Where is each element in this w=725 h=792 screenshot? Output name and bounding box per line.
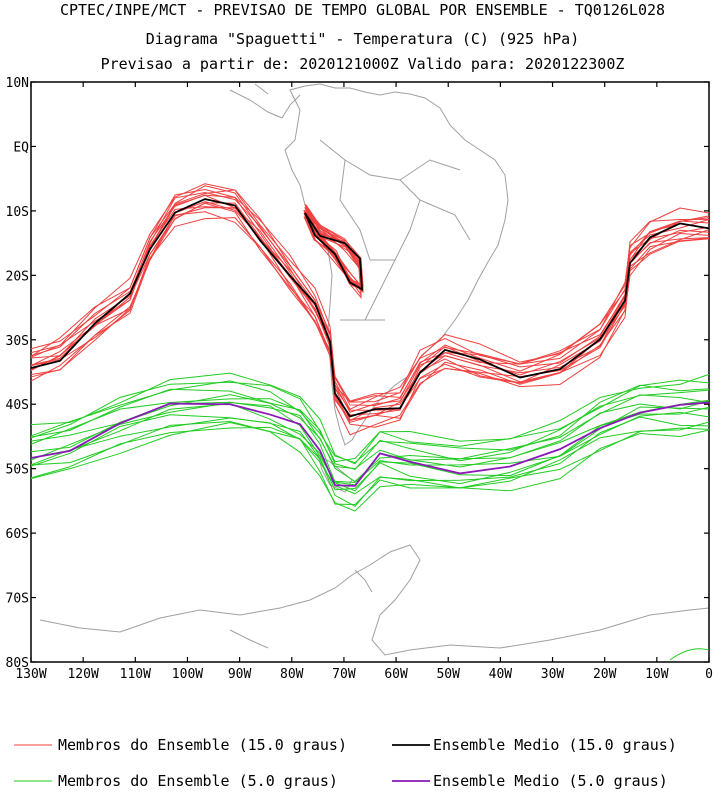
member-15-contour	[30, 207, 710, 423]
member-5-contour	[30, 372, 710, 465]
lat-label: 30S	[6, 334, 29, 349]
lat-label: 40S	[6, 398, 29, 413]
country-borders	[319, 139, 471, 321]
lon-label: 0	[705, 667, 713, 682]
south-america-coast	[284, 83, 509, 446]
member-5-contour	[30, 379, 710, 463]
lon-label: 20W	[593, 667, 617, 682]
lon-label: 90W	[228, 667, 252, 682]
legend-label-mean-5: Ensemble Medio (5.0 graus)	[433, 772, 668, 790]
member-5-contour	[30, 421, 710, 512]
lon-label: 80W	[280, 667, 304, 682]
member-5-contour	[30, 403, 710, 492]
member-5-contour	[30, 411, 710, 491]
member-5-contour	[30, 426, 710, 505]
member-5-contour	[30, 380, 710, 464]
lon-label: 70W	[332, 667, 356, 682]
member-15-andes-contour	[305, 204, 364, 290]
member-5-contour	[30, 394, 710, 470]
lat-label: 70S	[6, 592, 29, 607]
ensemble-means-group	[30, 198, 710, 487]
mean-15-contour	[30, 198, 710, 418]
member-15-contour	[30, 189, 710, 403]
legend-label-mean-15: Ensemble Medio (15.0 graus)	[433, 736, 677, 754]
lat-label: 60S	[6, 527, 29, 542]
member-15-contour	[30, 202, 710, 421]
mean-5-contour	[30, 401, 710, 487]
member-5-contour	[30, 416, 710, 495]
legend-label-members-15: Membros do Ensemble (15.0 graus)	[58, 736, 347, 754]
legend-label-members-5: Membros do Ensemble (5.0 graus)	[58, 772, 338, 790]
member-15-contour	[30, 217, 710, 436]
lon-label: 120W	[67, 667, 98, 682]
mean-15-andes-contour	[304, 212, 364, 291]
lon-label: 130W	[15, 667, 46, 682]
antarctic-islands	[229, 569, 373, 649]
member-5-contour	[30, 394, 710, 483]
lat-label: 10N	[6, 76, 29, 91]
member-15-contour	[30, 194, 710, 413]
lon-label: 40W	[489, 667, 513, 682]
antarctica-coast	[39, 544, 710, 656]
map-frame	[30, 81, 710, 663]
title-line-2: Diagrama "Spaguetti" - Temperatura (C) (…	[145, 30, 580, 48]
title-line-3: Previsao a partir de: 2020121000Z Valido…	[100, 55, 625, 73]
lat-label: 80S	[6, 656, 29, 671]
lon-label: 50W	[436, 667, 460, 682]
member-15-contour	[30, 201, 710, 416]
central-america-coast	[229, 83, 301, 119]
members-5-group	[30, 372, 710, 661]
lon-label: 30W	[541, 667, 565, 682]
latitude-axis: 10N EQ 10S 20S 30S 40S 50S 60S 70S 80S	[6, 76, 709, 671]
member-15-andes-contour	[305, 211, 364, 294]
member-5-contour	[30, 388, 710, 470]
member-15-contour	[30, 191, 710, 407]
member-15-contour	[30, 211, 710, 428]
lon-label: 60W	[384, 667, 408, 682]
lon-label: 10W	[645, 667, 669, 682]
lat-label: 50S	[6, 463, 29, 478]
lat-label: EQ	[13, 140, 29, 155]
lon-label: 100W	[172, 667, 203, 682]
member-5-contour	[30, 421, 710, 507]
title-line-1: CPTEC/INPE/MCT - PREVISAO DE TEMPO GLOBA…	[59, 1, 666, 19]
lat-label: 10S	[6, 205, 29, 220]
longitude-axis: 130W 120W 110W 100W 90W 80W 70W 60W 50W 40W 30W 20W…	[15, 82, 713, 682]
lat-label: 20S	[6, 269, 29, 284]
member-5-antarctic-fragment	[669, 648, 710, 661]
lon-label: 110W	[120, 667, 151, 682]
coastline-layer	[39, 83, 710, 656]
